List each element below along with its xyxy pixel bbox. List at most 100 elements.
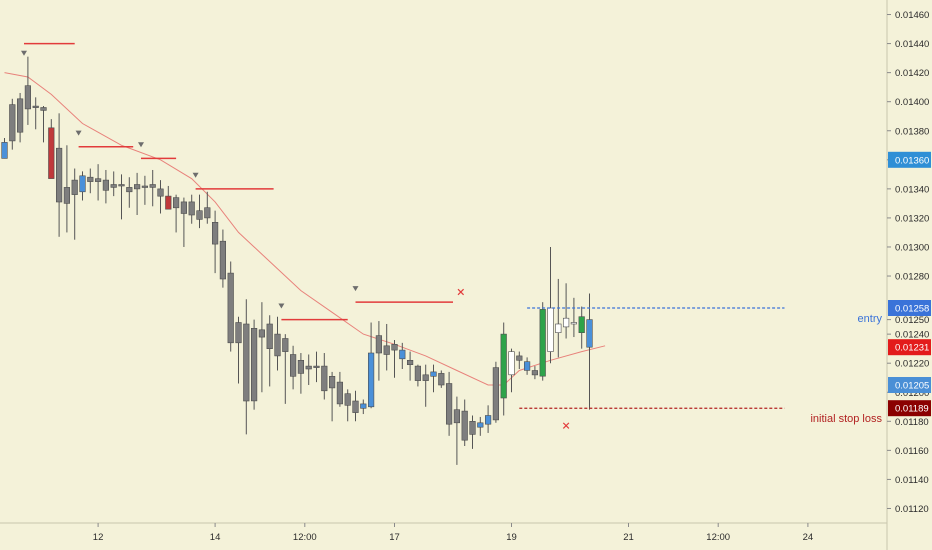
candle xyxy=(282,334,289,404)
candle-body xyxy=(445,383,453,425)
candle xyxy=(235,316,242,384)
candle-body xyxy=(477,422,484,428)
candle-body xyxy=(586,319,593,348)
candle-body xyxy=(321,365,328,392)
candle-body xyxy=(399,349,406,360)
x-tick-label: 19 xyxy=(506,532,517,543)
candle-body xyxy=(118,184,125,187)
price-label-value: 0.01231 xyxy=(895,343,929,354)
x-tick-label: 17 xyxy=(389,532,400,543)
candle xyxy=(134,172,141,216)
candle-body xyxy=(149,184,156,188)
triangle-marker-icon xyxy=(192,172,199,178)
candle xyxy=(414,364,422,387)
candle xyxy=(204,191,211,224)
candle-body xyxy=(32,105,39,108)
candle-body xyxy=(282,338,289,352)
candle xyxy=(516,351,523,370)
candle-body xyxy=(453,409,461,424)
triangle-marker-icon xyxy=(75,130,82,136)
candle-body xyxy=(484,415,492,425)
candle-body xyxy=(336,381,344,405)
candle xyxy=(570,297,577,338)
y-tick-label: 0.01120 xyxy=(895,504,929,515)
candle-body xyxy=(102,179,109,191)
y-tick-label: 0.01380 xyxy=(895,126,929,137)
triangle-marker-icon xyxy=(138,142,144,148)
y-axis-ticks[interactable]: 0.01460 0.01440 0.01420 0.01400 0.01380 0.013… xyxy=(887,10,929,515)
candle xyxy=(453,396,461,465)
candle xyxy=(24,56,32,125)
candle xyxy=(555,278,562,358)
candle xyxy=(484,405,492,433)
price-label-value: 0.01258 xyxy=(895,304,929,315)
candle-body xyxy=(204,207,211,219)
x-tick-label: 21 xyxy=(623,532,634,543)
price-label: 0.01258 xyxy=(888,300,931,316)
price-label: 0.01360 xyxy=(888,151,931,168)
x-marker-icon xyxy=(457,288,465,296)
price-label: 0.01231 xyxy=(888,339,931,356)
price-labels-layer: 0.01360 0.01258 0.01231 0.01205 0.01189 xyxy=(888,151,931,417)
candle xyxy=(141,175,149,205)
candle xyxy=(539,302,546,381)
candle xyxy=(500,322,507,416)
candle-body xyxy=(63,187,70,204)
candle xyxy=(586,293,593,410)
candle-body xyxy=(134,184,141,190)
candle-body xyxy=(235,322,242,344)
x-tick-label: 12 xyxy=(93,532,104,543)
candle-body xyxy=(539,309,546,377)
candle-body xyxy=(157,188,164,197)
candle xyxy=(430,364,437,393)
candle-body xyxy=(562,317,570,328)
x-marker-icon xyxy=(562,422,570,429)
candle xyxy=(251,319,258,410)
candle-body xyxy=(469,420,476,435)
candle-body xyxy=(344,393,351,406)
candle-body xyxy=(508,351,515,376)
candle xyxy=(297,353,305,394)
candle-body xyxy=(165,195,172,210)
candle-body xyxy=(180,201,188,214)
candle-body xyxy=(383,345,390,355)
candle-body xyxy=(406,359,414,365)
candle-body xyxy=(188,201,195,216)
y-tick-label: 0.01340 xyxy=(895,184,929,195)
candle xyxy=(173,194,180,233)
candle xyxy=(126,177,133,208)
candle xyxy=(219,229,227,288)
candle-body xyxy=(422,374,429,381)
price-label-badge xyxy=(888,300,931,316)
triangle-marker-icon xyxy=(278,303,285,309)
candle xyxy=(399,342,406,370)
candle-body xyxy=(274,333,281,357)
candle xyxy=(212,210,219,274)
candle-body xyxy=(87,176,94,182)
candle-body xyxy=(40,107,47,111)
candle xyxy=(9,98,16,150)
candle-body xyxy=(570,322,577,325)
candle-body xyxy=(266,323,273,350)
candle-body xyxy=(555,323,562,333)
candle xyxy=(375,321,383,381)
x-axis-ticks[interactable]: 12 14 12:00 17 19 21 12:00 24 xyxy=(93,523,813,543)
candle xyxy=(445,371,453,436)
y-tick-label: 0.01200 xyxy=(895,388,929,399)
candle xyxy=(227,261,234,352)
triangle-marker-icon xyxy=(21,50,27,56)
y-tick-label: 0.01160 xyxy=(895,446,929,457)
x-tick-label: 12:00 xyxy=(706,532,730,543)
candle-body xyxy=(227,272,234,344)
candle-body xyxy=(352,400,359,413)
y-tick-label: 0.01460 xyxy=(895,10,929,21)
candle xyxy=(63,145,70,233)
price-label-badge xyxy=(888,377,931,393)
y-tick-label: 0.01400 xyxy=(895,97,929,108)
candle xyxy=(32,97,39,130)
y-tick-label: 0.01440 xyxy=(895,39,929,50)
y-tick-label: 0.01180 xyxy=(895,417,929,428)
candle xyxy=(352,390,359,422)
candle xyxy=(406,351,414,381)
candle xyxy=(367,322,375,409)
